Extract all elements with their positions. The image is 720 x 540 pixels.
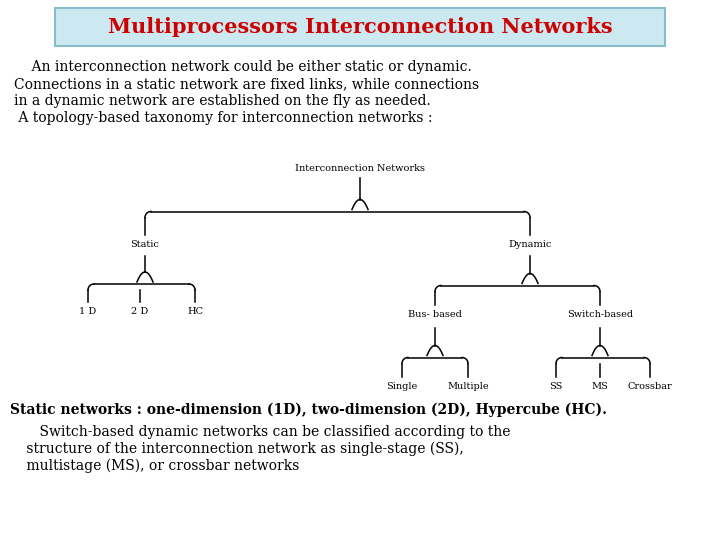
Text: structure of the interconnection network as single-stage (SS),: structure of the interconnection network… [22,442,464,456]
Text: Bus- based: Bus- based [408,310,462,319]
Text: Switch-based: Switch-based [567,310,633,319]
Text: Static: Static [130,240,159,249]
Text: Dynamic: Dynamic [508,240,552,249]
Text: 2 D: 2 D [131,307,148,316]
Text: Switch-based dynamic networks can be classified according to the: Switch-based dynamic networks can be cla… [22,425,510,439]
Text: Interconnection Networks: Interconnection Networks [295,164,425,173]
Text: Multiple: Multiple [447,382,489,391]
Text: 1 D: 1 D [79,307,96,316]
Text: Multiprocessors Interconnection Networks: Multiprocessors Interconnection Networks [108,17,612,37]
Text: A topology-based taxonomy for interconnection networks :: A topology-based taxonomy for interconne… [14,111,433,125]
Text: SS: SS [549,382,563,391]
Text: in a dynamic network are established on the fly as needed.: in a dynamic network are established on … [14,94,431,108]
Text: Static networks : one-dimension (1D), two-dimension (2D), Hypercube (HC).: Static networks : one-dimension (1D), tw… [10,403,607,417]
Text: HC: HC [187,307,203,316]
Text: An interconnection network could be either static or dynamic.: An interconnection network could be eith… [14,60,472,74]
FancyBboxPatch shape [55,8,665,46]
Text: Single: Single [387,382,418,391]
Text: Crossbar: Crossbar [628,382,672,391]
Text: multistage (MS), or crossbar networks: multistage (MS), or crossbar networks [22,459,300,474]
Text: MS: MS [592,382,608,391]
Text: Connections in a static network are fixed links, while connections: Connections in a static network are fixe… [14,77,479,91]
